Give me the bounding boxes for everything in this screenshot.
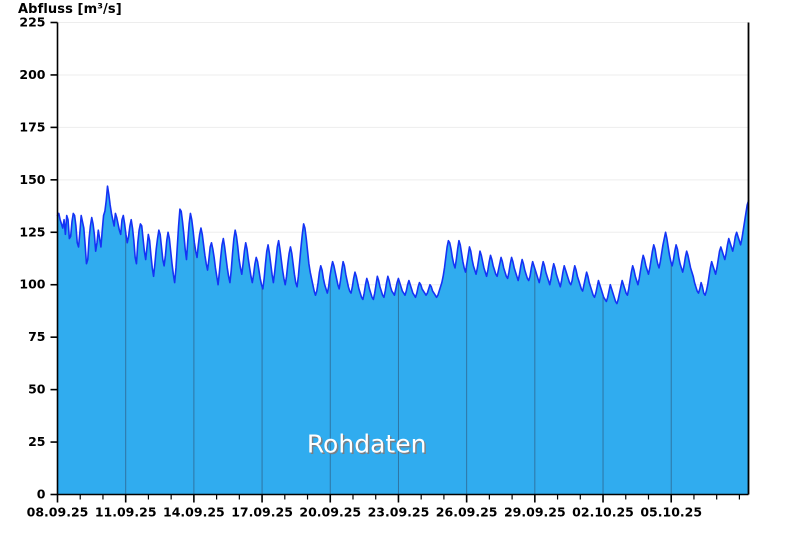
axis-lines [56,22,750,496]
y-tick-label: 225 [19,15,45,30]
y-tick-label: 25 [28,434,45,449]
chart-title: Abfluss [m³/s] [18,2,122,17]
x-tick-label: 05.10.25 [640,505,702,520]
area-fill [57,186,749,495]
discharge-area-series [57,186,749,495]
y-tick-label: 0 [37,487,46,502]
y-tick-label: 50 [28,382,46,397]
y-tick-label: 75 [28,329,45,344]
x-tick-label: 02.10.25 [572,505,634,520]
y-tick-label: 100 [19,277,45,292]
x-tick-label: 17.09.25 [231,505,293,520]
x-tick-label: 08.09.25 [27,505,89,520]
y-tick-label: 200 [19,67,45,82]
x-axis-ticks: 08.09.25 11.09.25 14.09.25 17.09.25 20.09.25… [27,494,741,520]
y-tick-label: 175 [19,119,45,134]
y-tick-label: 150 [19,172,45,187]
y-tick-label: 125 [19,224,45,239]
x-tick-label: 14.09.25 [163,505,225,520]
series-line [56,185,750,305]
y-axis-ticks: 0 25 50 75 100 125 150 175 200 225 [19,15,58,502]
x-tick-label: 20.09.25 [299,505,361,520]
x-tick-label: 23.09.25 [368,505,430,520]
watermark-label: Rohdaten [307,430,427,459]
discharge-line-series [56,185,750,305]
x-tick-label: 29.09.25 [504,505,566,520]
x-tick-label: 26.09.25 [436,505,498,520]
watermark-shadow-text: Rohdaten [308,431,428,460]
x-tick-label: 11.09.25 [95,505,157,520]
